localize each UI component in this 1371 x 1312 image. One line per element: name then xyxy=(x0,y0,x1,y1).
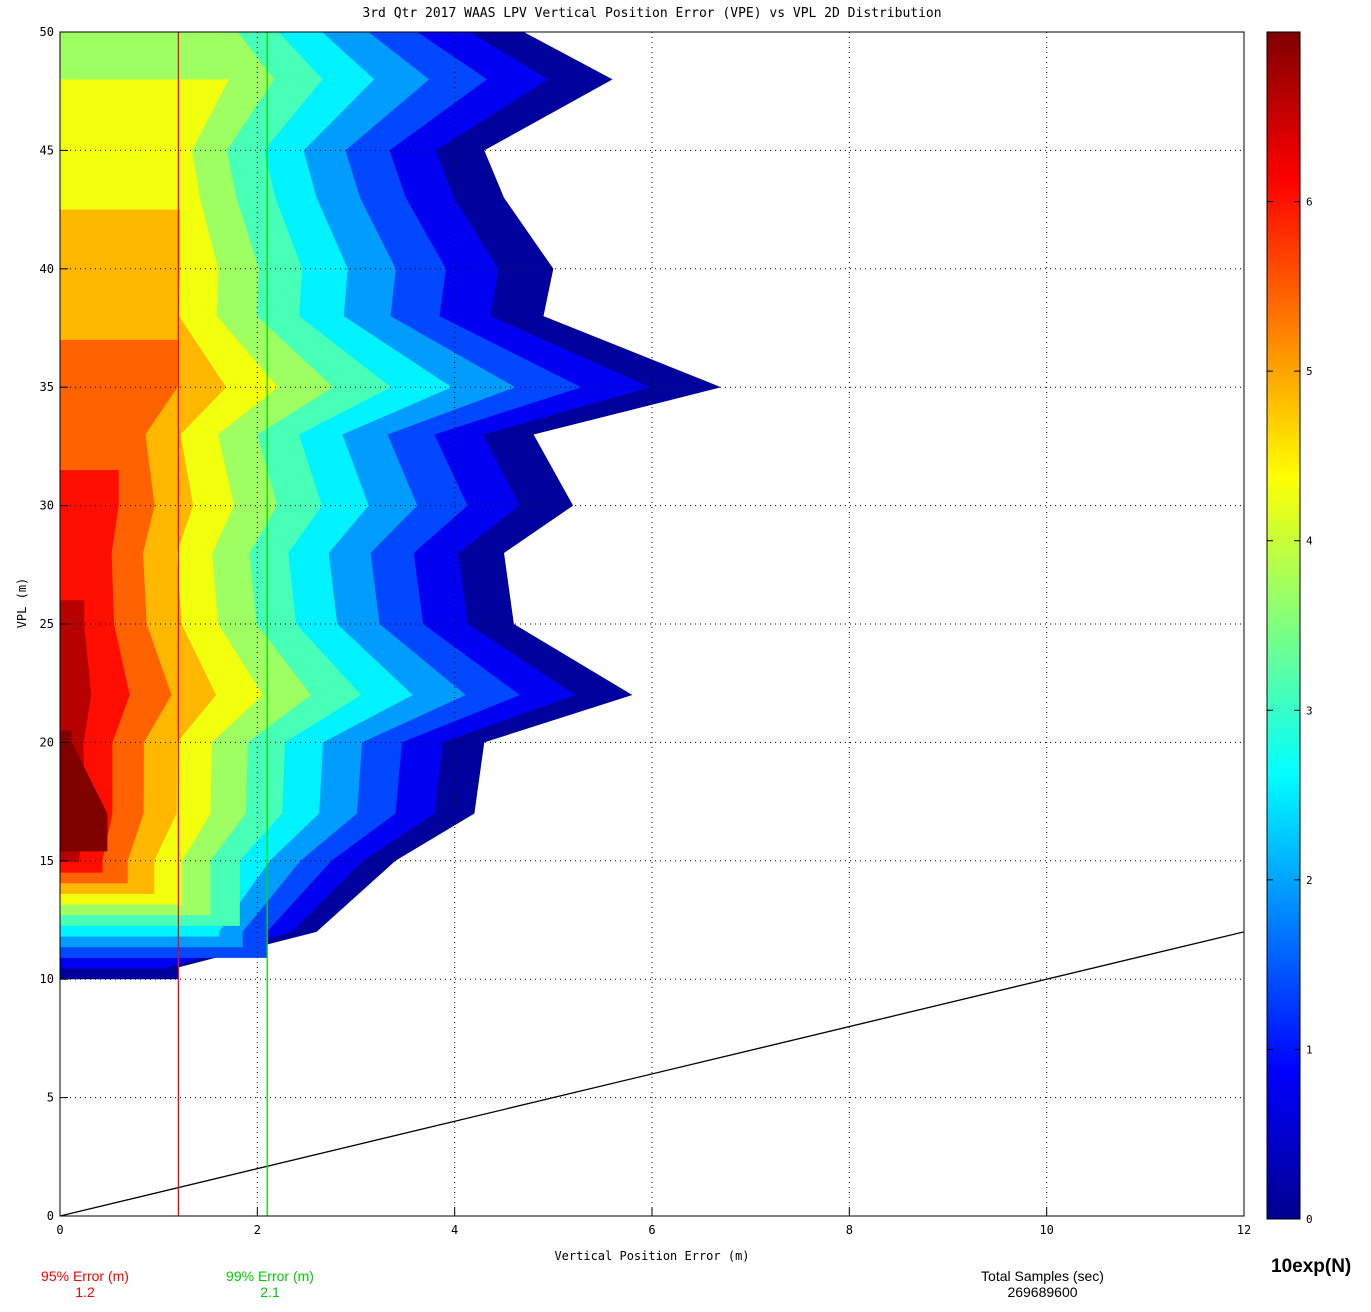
error-95-label: 95% Error (m) xyxy=(41,1268,129,1284)
x-tick-label: 0 xyxy=(56,1223,63,1237)
colorbar-tick-label: 5 xyxy=(1306,365,1313,378)
contour-level-12 xyxy=(60,730,108,852)
x-tick-label: 6 xyxy=(648,1223,655,1237)
colorbar-tick-label: 4 xyxy=(1306,535,1313,548)
y-tick-label: 15 xyxy=(40,854,54,868)
x-tick-label: 8 xyxy=(846,1223,853,1237)
colorbar-tick-label: 1 xyxy=(1306,1043,1313,1056)
colorbar-label: 10exp(N) xyxy=(1271,1256,1352,1277)
reference-line xyxy=(60,931,1244,1216)
error-95-value: 1.2 xyxy=(75,1284,95,1300)
density-contours xyxy=(60,32,722,980)
y-tick-label: 50 xyxy=(40,25,54,39)
colorbar-tick-label: 2 xyxy=(1306,874,1313,887)
error-95-legend: 95% Error (m) 1.2 xyxy=(30,1268,140,1300)
error-99-legend: 99% Error (m) 2.1 xyxy=(210,1268,330,1300)
colorbar-tick-label: 0 xyxy=(1306,1213,1313,1226)
y-tick-label: 40 xyxy=(40,262,54,276)
x-axis-label: Vertical Position Error (m) xyxy=(554,1249,750,1263)
total-samples-value: 269689600 xyxy=(1007,1284,1078,1300)
y-axis-ticks: 0 5 10 15 20 25 30 35 40 45 50 xyxy=(40,25,68,1223)
colorbar-tick-label: 3 xyxy=(1306,704,1313,717)
y-tick-label: 20 xyxy=(40,735,54,749)
y-tick-label: 0 xyxy=(47,1209,54,1223)
colorbar-ticks: 0 1 2 3 4 5 6 xyxy=(1267,196,1313,1226)
colorbar-tick-label: 6 xyxy=(1306,196,1313,209)
colorbar xyxy=(1266,31,1301,1220)
x-tick-label: 10 xyxy=(1039,1223,1053,1237)
total-samples-label: Total Samples (sec) xyxy=(981,1268,1104,1284)
y-tick-label: 10 xyxy=(40,972,54,986)
y-tick-label: 5 xyxy=(47,1091,54,1105)
overlay-lines xyxy=(60,32,1244,1216)
y-tick-label: 25 xyxy=(40,617,54,631)
x-tick-label: 4 xyxy=(451,1223,458,1237)
x-axis-ticks: 0 2 4 6 8 10 12 xyxy=(56,1208,1251,1237)
chart-title: 3rd Qtr 2017 WAAS LPV Vertical Position … xyxy=(362,6,942,21)
y-tick-label: 30 xyxy=(40,499,54,513)
x-tick-label: 12 xyxy=(1237,1223,1251,1237)
x-tick-label: 2 xyxy=(254,1223,261,1237)
y-axis-label: VPL (m) xyxy=(15,577,29,629)
error-99-value: 2.1 xyxy=(260,1284,280,1300)
y-tick-label: 35 xyxy=(40,380,54,394)
total-samples: Total Samples (sec) 269689600 xyxy=(955,1268,1130,1300)
y-tick-label: 45 xyxy=(40,143,54,157)
error-99-label: 99% Error (m) xyxy=(226,1268,314,1284)
